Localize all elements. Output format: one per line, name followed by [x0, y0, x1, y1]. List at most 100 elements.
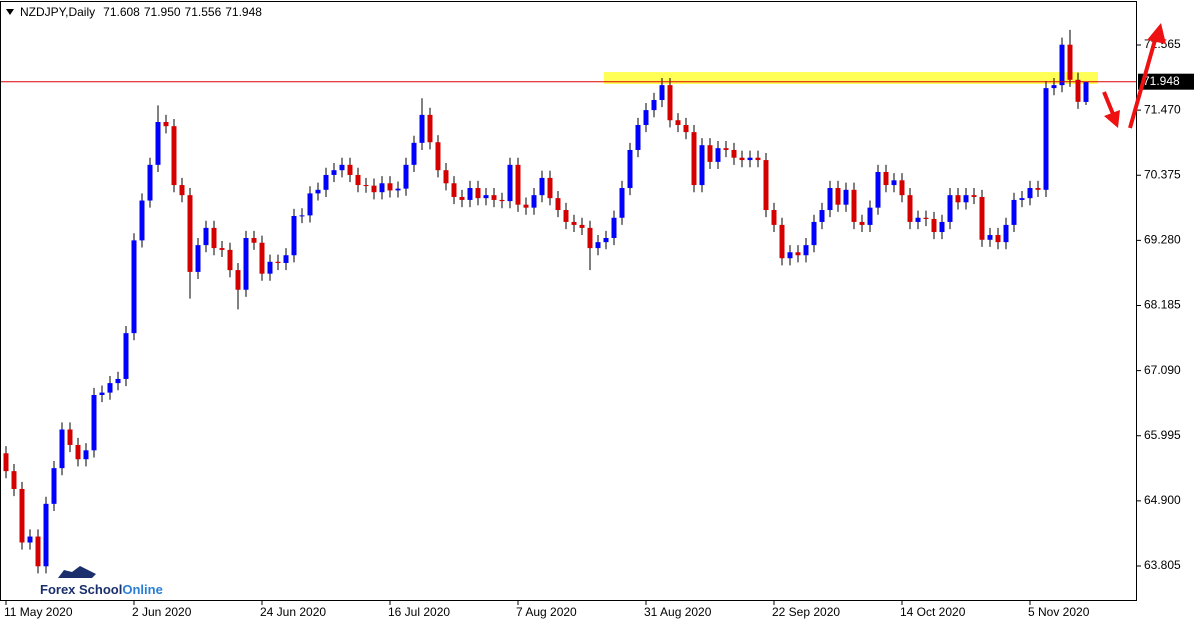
candle-body — [1027, 188, 1033, 199]
candle-body — [3, 453, 9, 472]
candle-body — [1083, 81, 1089, 102]
x-tick-label: 22 Sep 2020 — [772, 605, 840, 619]
x-tick-label: 2 Jun 2020 — [132, 605, 192, 619]
candle-body — [659, 85, 665, 101]
candle-body — [307, 193, 313, 216]
price-box-label: 71.948 — [1143, 74, 1180, 88]
candle-body — [171, 126, 177, 186]
candle-body — [339, 164, 345, 171]
candle-body — [923, 217, 929, 219]
candle-body — [995, 235, 1001, 243]
candle-body — [731, 149, 737, 158]
candle-body — [651, 100, 657, 111]
candle-body — [931, 218, 937, 233]
x-tick-label: 5 Nov 2020 — [1028, 605, 1090, 619]
candle-body — [555, 198, 561, 211]
chart-header: NZDJPY,Daily 71.608 71.950 71.556 71.948 — [20, 5, 262, 19]
candle-body — [747, 157, 753, 161]
candle-body — [827, 188, 833, 211]
candle-body — [803, 245, 809, 256]
candle-body — [1067, 44, 1073, 80]
quote-low: 71.556 — [185, 5, 222, 19]
logo: Forex SchoolOnline — [40, 566, 163, 597]
candle-body — [571, 221, 577, 225]
candle-body — [699, 145, 705, 186]
candle-body — [579, 224, 585, 228]
candle-body — [371, 185, 377, 193]
arrow-head — [1147, 23, 1166, 44]
candle-body — [379, 183, 385, 193]
candle-body — [1011, 199, 1017, 225]
candle-body — [403, 164, 409, 189]
candle-body — [491, 195, 497, 200]
logo-part: Online — [122, 582, 162, 597]
candle-body — [1035, 188, 1041, 190]
candle-body — [851, 189, 857, 222]
candle-body — [363, 185, 369, 187]
arrow-head — [1104, 110, 1120, 128]
candle-body — [451, 183, 457, 197]
candle-body — [19, 488, 25, 543]
candle-body — [195, 245, 201, 272]
candle-body — [1003, 224, 1009, 243]
candle-body — [755, 157, 761, 161]
candle-body — [715, 148, 721, 162]
symbol-title: NZDJPY,Daily — [20, 5, 95, 19]
menu-triangle — [6, 9, 14, 15]
candle-body — [691, 132, 697, 186]
candle-body — [419, 114, 425, 143]
x-tick-label: 14 Oct 2020 — [900, 605, 966, 619]
candle-body — [251, 237, 257, 243]
candle-body — [315, 189, 321, 194]
candle-body — [971, 195, 977, 197]
candle-body — [123, 333, 129, 379]
candle-body — [979, 196, 985, 240]
candle-body — [163, 122, 169, 127]
y-tick-label: 69.280 — [1144, 233, 1181, 247]
candle-body — [779, 224, 785, 259]
candle-body — [459, 196, 465, 200]
candle-body — [603, 237, 609, 243]
candle-body — [947, 195, 953, 222]
candle-body — [243, 237, 249, 290]
arrow-shaft — [1102, 91, 1115, 115]
candle-body — [587, 227, 593, 249]
x-tick-label: 11 May 2020 — [4, 605, 73, 619]
y-tick-label: 70.375 — [1144, 167, 1181, 181]
candle-body — [891, 180, 897, 186]
candle-body — [843, 189, 849, 205]
y-tick-label: 71.470 — [1144, 102, 1181, 116]
candle-body — [955, 195, 961, 203]
candle-body — [619, 188, 625, 218]
y-tick-label: 64.900 — [1144, 493, 1181, 507]
candle-body — [1019, 198, 1025, 200]
candle-body — [531, 195, 537, 208]
candle-body — [43, 503, 49, 567]
candle-body — [819, 210, 825, 222]
candle-body — [83, 450, 89, 460]
candle-body — [347, 164, 353, 175]
plot-frame — [0, 1, 1137, 601]
candle-body — [739, 157, 745, 161]
logo-part: Forex School — [40, 582, 122, 597]
candle-body — [267, 261, 273, 274]
candle-body — [147, 164, 153, 201]
x-tick-label: 16 Jul 2020 — [388, 605, 450, 619]
candle-body — [187, 195, 193, 272]
arrow-up — [1128, 23, 1166, 129]
candle-layer — [0, 29, 1137, 574]
candle-body — [787, 252, 793, 259]
candle-body — [547, 177, 553, 199]
x-tick-label: 31 Aug 2020 — [644, 605, 712, 619]
candle-body — [987, 235, 993, 240]
candle-body — [67, 429, 73, 445]
candle-body — [99, 392, 105, 395]
candle-body — [883, 171, 889, 186]
quote-high: 71.950 — [144, 5, 181, 19]
candle-body — [899, 180, 905, 196]
candle-body — [59, 429, 65, 469]
candle-body — [1075, 79, 1081, 102]
candle-body — [331, 170, 337, 175]
arrow-down — [1102, 91, 1120, 128]
